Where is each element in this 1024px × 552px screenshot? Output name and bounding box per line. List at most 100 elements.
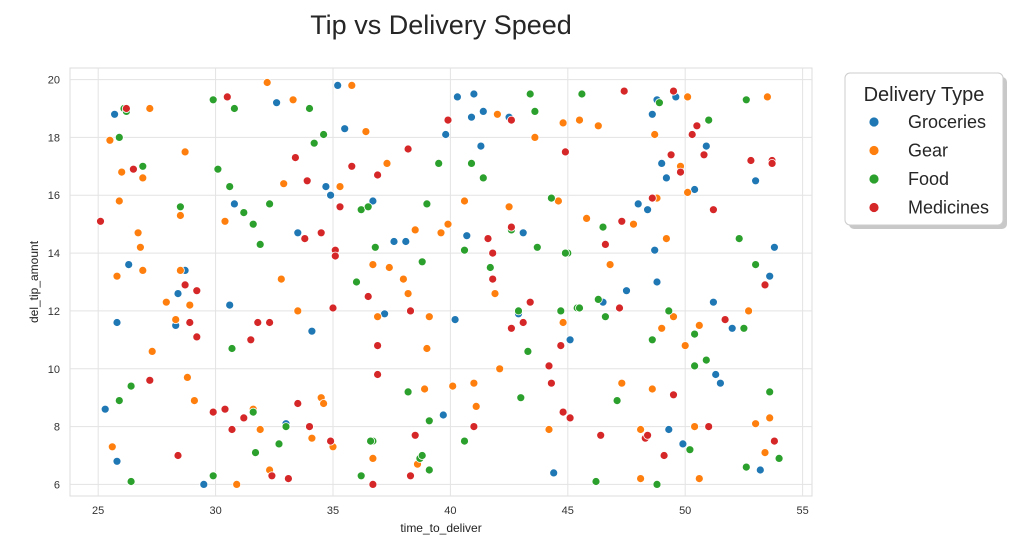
data-point-gear — [443, 219, 453, 229]
data-point-gear — [232, 479, 242, 489]
data-point-groceries — [199, 479, 209, 489]
data-point-groceries — [765, 271, 775, 281]
data-point-gear — [382, 158, 392, 168]
data-point-food — [467, 158, 476, 168]
data-point-gear — [255, 425, 265, 434]
data-point-food — [126, 477, 136, 486]
data-point-medicines — [406, 471, 415, 481]
data-point-medicines — [669, 86, 678, 96]
data-point-food — [593, 294, 603, 304]
data-point-gear — [662, 234, 671, 244]
data-point-groceries — [293, 228, 303, 238]
data-point-medicines — [709, 205, 718, 215]
data-point-groceries — [100, 404, 110, 414]
data-point-groceries — [469, 89, 479, 99]
data-point-gear — [690, 422, 699, 432]
y-tick-label: 6 — [54, 479, 60, 491]
data-point-food — [248, 219, 258, 229]
data-point-food — [612, 396, 622, 406]
data-point-medicines — [659, 451, 669, 460]
data-point-food — [591, 477, 601, 486]
data-point-medicines — [265, 318, 275, 327]
data-point-groceries — [225, 300, 235, 310]
data-point-gear — [175, 265, 185, 275]
data-point-medicines — [720, 315, 730, 325]
data-point-medicines — [192, 332, 202, 342]
data-point-food — [319, 130, 329, 139]
chart-title: Tip vs Delivery Speed — [310, 10, 572, 40]
data-point-medicines — [185, 318, 195, 327]
y-tick-label: 12 — [48, 306, 60, 318]
data-point-food — [417, 257, 427, 267]
data-point-food — [601, 312, 610, 322]
data-point-medicines — [227, 425, 237, 434]
data-point-gear — [647, 384, 657, 394]
data-point-food — [516, 393, 526, 403]
data-point-groceries — [438, 410, 448, 420]
data-point-gear — [650, 130, 660, 139]
data-point-food — [251, 448, 260, 458]
data-point-gear — [117, 167, 127, 177]
data-point-food — [741, 462, 751, 472]
data-point-gear — [680, 341, 690, 351]
data-point-food — [547, 193, 556, 203]
data-point-medicines — [192, 286, 202, 296]
data-point-food — [704, 115, 714, 125]
data-point-food — [525, 89, 535, 99]
data-point-groceries — [650, 245, 660, 255]
data-point-medicines — [96, 216, 105, 226]
x-tick-label: 50 — [679, 505, 691, 517]
data-point-food — [765, 387, 775, 397]
data-point-gear — [145, 104, 155, 113]
data-point-groceries — [441, 130, 451, 139]
data-point-groceries — [711, 370, 721, 379]
legend-label-gear: Gear — [908, 141, 948, 161]
data-point-gear — [335, 182, 345, 192]
data-point-medicines — [483, 234, 493, 244]
data-point-gear — [636, 474, 645, 484]
data-point-groceries — [652, 277, 662, 287]
data-point-gear — [384, 263, 394, 272]
data-point-food — [478, 173, 488, 183]
y-tick-label: 14 — [48, 248, 60, 260]
data-point-food — [208, 95, 218, 105]
data-point-medicines — [676, 167, 685, 177]
data-point-medicines — [302, 176, 312, 186]
data-point-food — [424, 465, 434, 475]
data-point-medicines — [328, 303, 338, 313]
data-point-gear — [575, 115, 584, 125]
data-point-gear — [605, 260, 615, 270]
data-point-food — [434, 158, 444, 168]
data-point-gear — [469, 378, 479, 388]
data-point-groceries — [647, 109, 657, 119]
data-point-gear — [307, 433, 317, 443]
data-point-medicines — [222, 92, 232, 102]
x-tick-label: 45 — [562, 505, 574, 517]
data-point-gear — [293, 306, 303, 316]
data-point-medicines — [128, 164, 138, 174]
data-point-medicines — [488, 248, 498, 258]
data-point-groceries — [518, 228, 528, 238]
data-point-groceries — [452, 92, 462, 102]
data-point-gear — [347, 81, 357, 90]
data-point-gear — [185, 300, 195, 310]
data-point-groceries — [450, 315, 460, 325]
data-point-medicines — [647, 193, 657, 203]
data-point-food — [114, 396, 124, 406]
data-point-medicines — [145, 375, 155, 385]
x-tick-label: 30 — [209, 505, 221, 517]
data-point-food — [126, 381, 136, 391]
data-point-food — [403, 387, 413, 397]
y-axis-label: del_tip_amount — [27, 240, 41, 323]
data-point-medicines — [363, 292, 373, 301]
data-point-groceries — [173, 289, 183, 299]
data-point-gear — [460, 196, 469, 206]
data-point-gear — [760, 448, 770, 458]
data-point-gear — [133, 228, 143, 238]
data-point-food — [575, 303, 584, 313]
legend-box — [844, 72, 1004, 226]
data-point-gear — [490, 289, 500, 299]
data-point-gear — [138, 265, 148, 275]
data-point-medicines — [406, 306, 415, 316]
data-point-medicines — [208, 407, 218, 417]
